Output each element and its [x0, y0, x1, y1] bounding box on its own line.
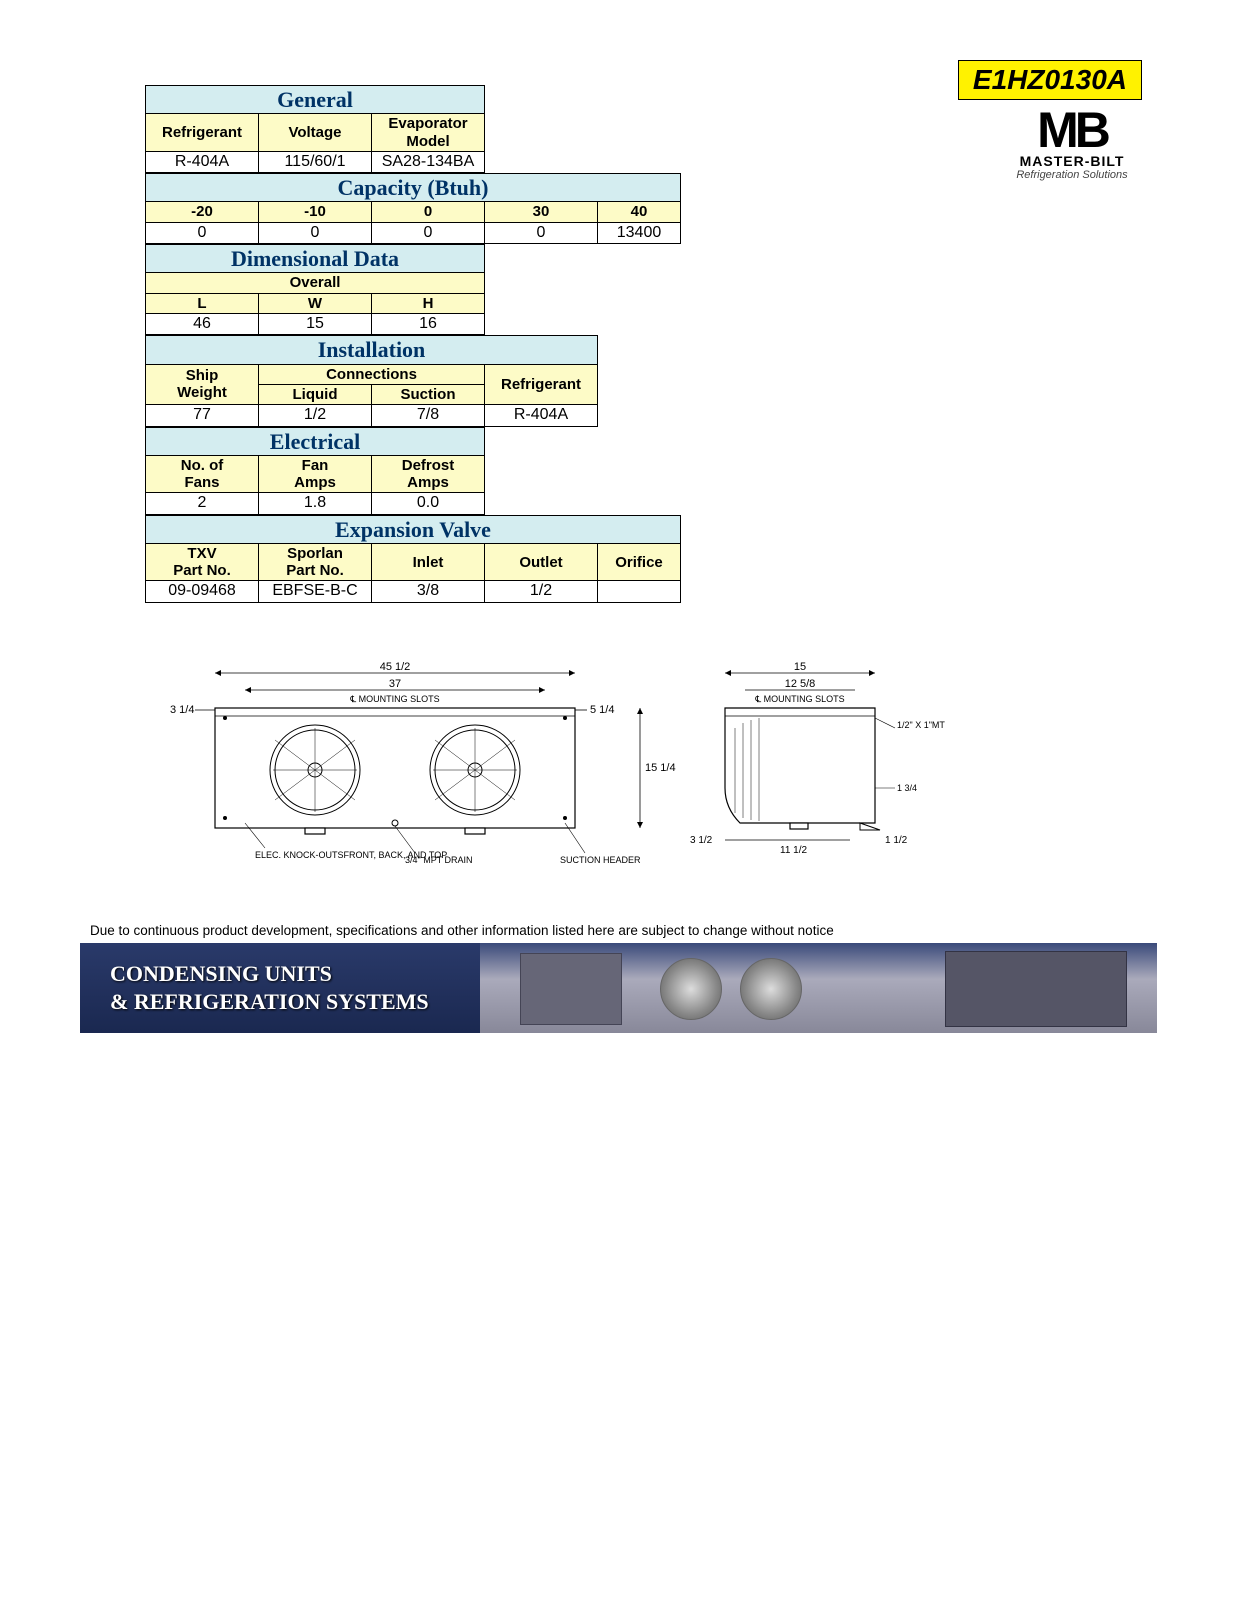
cap-col-2: 0	[372, 202, 485, 222]
exp-col-2: Inlet	[372, 543, 485, 581]
dimensional-diagram: 45 1/2 37 ℄ MOUNTING SLOTS 3 1/4 5 1/4	[145, 658, 945, 888]
conn-suction: Suction	[372, 384, 485, 404]
elec-col-1: FanAmps	[259, 455, 372, 493]
exp-val-1: EBFSE-B-C	[259, 581, 372, 602]
exp-col-3: Outlet	[485, 543, 598, 581]
cap-col-1: -10	[259, 202, 372, 222]
general-table: General Refrigerant Voltage EvaporatorMo…	[145, 85, 485, 173]
exp-val-3: 1/2	[485, 581, 598, 602]
side-right-margin: 1 1/2	[885, 835, 908, 846]
logo-brand-name: MASTER-BILT	[1002, 153, 1142, 169]
side-width: 15	[794, 661, 806, 673]
elec-col-0: No. ofFans	[146, 455, 259, 493]
side-mid: 11 1/2	[780, 845, 807, 856]
expansion-table: Expansion Valve TXVPart No. SporlanPart …	[145, 515, 681, 603]
val-refrigerant: R-404A	[146, 151, 259, 172]
inst-val-2: 7/8	[372, 405, 485, 426]
conn-liquid: Liquid	[259, 384, 372, 404]
exp-val-2: 3/8	[372, 581, 485, 602]
exp-col-0: TXVPart No.	[146, 543, 259, 581]
dim-left-margin: 3 1/4	[170, 704, 194, 716]
col-evap-model: EvaporatorModel	[372, 114, 485, 152]
col-refrigerant: Refrigerant	[146, 114, 259, 152]
inst-val-3: R-404A	[485, 405, 598, 426]
logo-initials: MB	[1002, 105, 1142, 155]
general-title: General	[146, 86, 485, 114]
capacity-table: Capacity (Btuh) -20 -10 0 30 40 0 0 0 0 …	[145, 173, 681, 244]
expansion-title: Expansion Valve	[146, 515, 681, 543]
val-voltage: 115/60/1	[259, 151, 372, 172]
dimensional-title: Dimensional Data	[146, 245, 485, 273]
dim-col-w: W	[259, 293, 372, 313]
elec-val-0: 2	[146, 493, 259, 514]
side-slot-span: 12 5/8	[785, 678, 816, 690]
inst-val-1: 1/2	[259, 405, 372, 426]
dim-val-w: 15	[259, 313, 372, 334]
dim-val-l: 46	[146, 313, 259, 334]
cap-val-0: 0	[146, 222, 259, 243]
installation-table: Installation ShipWeight Connections Refr…	[145, 335, 598, 426]
connections-label: Connections	[259, 364, 485, 384]
logo-tagline: Refrigeration Solutions	[1002, 169, 1142, 181]
diagram-svg: 45 1/2 37 ℄ MOUNTING SLOTS 3 1/4 5 1/4	[145, 658, 945, 888]
cap-val-1: 0	[259, 222, 372, 243]
elec-val-2: 0.0	[372, 493, 485, 514]
brand-logo: MB MASTER-BILT Refrigeration Solutions	[1002, 105, 1142, 181]
side-left-margin: 3 1/2	[690, 835, 713, 846]
cap-col-0: -20	[146, 202, 259, 222]
installation-title: Installation	[146, 336, 598, 364]
electrical-title: Electrical	[146, 427, 485, 455]
side-slot-label: ℄ MOUNTING SLOTS	[754, 694, 844, 704]
exp-val-4	[598, 581, 681, 602]
elec-col-2: DefrostAmps	[372, 455, 485, 493]
exp-col-4: Orifice	[598, 543, 681, 581]
dim-col-l: L	[146, 293, 259, 313]
inst-val-0: 77	[146, 405, 259, 426]
electrical-table: Electrical No. ofFans FanAmps DefrostAmp…	[145, 427, 485, 515]
inst-refrigerant-label: Refrigerant	[485, 364, 598, 405]
exp-col-1: SporlanPart No.	[259, 543, 372, 581]
dim-col-h: H	[372, 293, 485, 313]
dimensional-table: Dimensional Data Overall L W H 46 15 16	[145, 244, 485, 335]
dim-val-h: 16	[372, 313, 485, 334]
ship-weight-label: ShipWeight	[146, 364, 259, 405]
dim-slot-span: 37	[389, 678, 401, 690]
exp-val-0: 09-09468	[146, 581, 259, 602]
dim-right-margin: 5 1/4	[590, 704, 614, 716]
val-evap-model: SA28-134BA	[372, 151, 485, 172]
disclaimer-text: Due to continuous product development, s…	[90, 923, 1157, 938]
side-1-3-4: 1 3/4	[897, 783, 917, 793]
footer-banner: CONDENSING UNITS& REFRIGERATION SYSTEMS	[80, 943, 1157, 1033]
dim-slot-label: ℄ MOUNTING SLOTS	[349, 694, 439, 704]
cap-val-2: 0	[372, 222, 485, 243]
dim-front-width: 45 1/2	[380, 661, 411, 673]
cap-val-4: 13400	[598, 222, 681, 243]
banner-image	[480, 943, 1157, 1033]
col-voltage: Voltage	[259, 114, 372, 152]
elec-val-1: 1.8	[259, 493, 372, 514]
banner-text: CONDENSING UNITS& REFRIGERATION SYSTEMS	[80, 943, 480, 1033]
drain-label: 3/4" MPT DRAIN	[405, 855, 473, 865]
suction-label: SUCTION HEADER	[560, 855, 641, 865]
model-number-badge: E1HZ0130A	[958, 60, 1142, 100]
capacity-title: Capacity (Btuh)	[146, 174, 681, 202]
dim-height: 15 1/4	[645, 762, 676, 774]
cap-val-3: 0	[485, 222, 598, 243]
cap-col-4: 40	[598, 202, 681, 222]
mtg-slots-label: 1/2" X 1"MTG SLOTS	[897, 720, 945, 730]
overall-label: Overall	[146, 273, 485, 293]
cap-col-3: 30	[485, 202, 598, 222]
